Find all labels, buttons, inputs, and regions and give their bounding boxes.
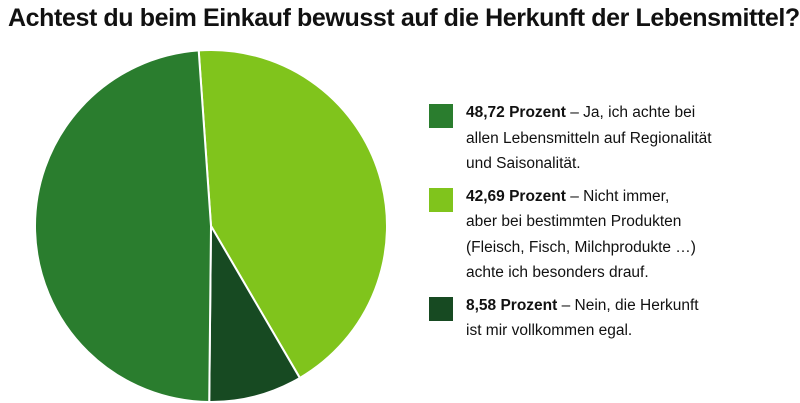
legend-swatch-1 — [429, 104, 453, 128]
legend-percent-3: 8,58 Prozent — [466, 296, 558, 314]
legend-text-line: und Saisonalität. — [466, 155, 581, 172]
legend-swatch-3 — [429, 296, 453, 321]
legend-text-line: aber bei bestimmten Produkten — [466, 213, 682, 230]
legend-item-1: 48,72 Prozent – Ja, ich achte bei allen L… — [429, 100, 789, 177]
pie-slice-3 — [208, 222, 302, 403]
chart-title: Achtest du beim Einkauf bewusst auf die … — [8, 4, 800, 32]
pie-slices — [34, 49, 388, 403]
legend-text-line: – Ja, ich achte bei — [565, 104, 696, 121]
legend-label-1: 48,72 Prozent – Ja, ich achte bei allen L… — [466, 100, 789, 177]
legend-text-line: – Nein, die Herkunft — [557, 296, 699, 314]
legend-text-line: (Fleisch, Fisch, Milchprodukte …) — [466, 238, 696, 256]
legend-item-2: 42,69 Prozent – Nicht immer, aber bei bes… — [429, 184, 789, 286]
legend: 48,72 Prozent – Ja, ich achte bei allen L… — [429, 100, 789, 351]
pie-slice-2 — [197, 49, 388, 380]
legend-swatch-2 — [429, 187, 453, 212]
pie-slice-1 — [34, 49, 213, 403]
legend-percent-1: 48,72 Prozent — [466, 104, 566, 121]
legend-text-line: – Nicht immer, — [565, 187, 670, 205]
legend-text-line: achte ich besonders drauf. — [466, 264, 649, 281]
legend-item-3: 8,58 Prozent – Nein, die Herkunft ist mir… — [429, 293, 789, 344]
legend-label-3: 8,58 Prozent – Nein, die Herkunft ist mir… — [466, 293, 789, 344]
legend-text-line: ist mir vollkommen egal. — [466, 322, 633, 339]
legend-label-2: 42,69 Prozent – Nicht immer, aber bei bes… — [466, 184, 789, 286]
legend-text-line: allen Lebensmitteln auf Regionalität — [466, 129, 712, 147]
legend-percent-2: 42,69 Prozent — [466, 187, 566, 205]
